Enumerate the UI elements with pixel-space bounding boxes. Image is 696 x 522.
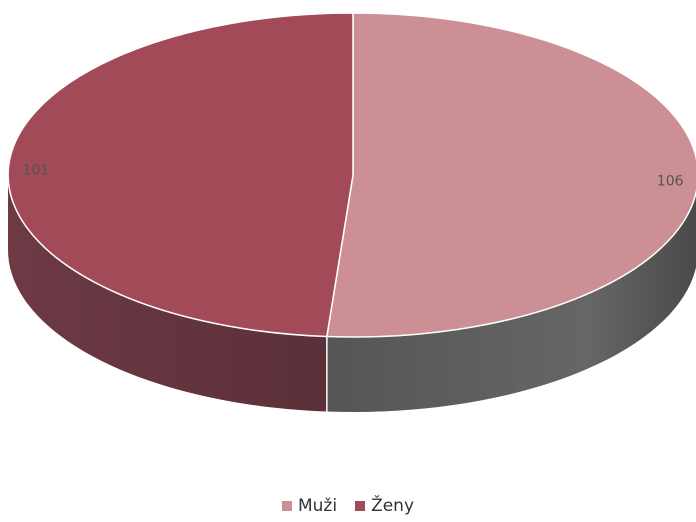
pie-side-1 <box>8 175 327 412</box>
data-label-Muži: 106 <box>657 174 684 190</box>
legend-swatch-muzi <box>281 501 292 511</box>
legend-item-zeny: Ženy <box>355 496 414 516</box>
pie-side-0 <box>326 192 696 412</box>
pie-slice-Ženy <box>7 12 354 338</box>
data-label-Ženy: 101 <box>22 162 49 178</box>
legend: Muži Ženy <box>0 496 696 516</box>
pie-slice-Muži <box>325 12 696 338</box>
legend-label-zeny: Ženy <box>371 496 415 516</box>
legend-swatch-zeny <box>355 501 366 511</box>
legend-label-muzi: Muži <box>297 496 338 516</box>
legend-item-muzi: Muži <box>281 496 338 516</box>
